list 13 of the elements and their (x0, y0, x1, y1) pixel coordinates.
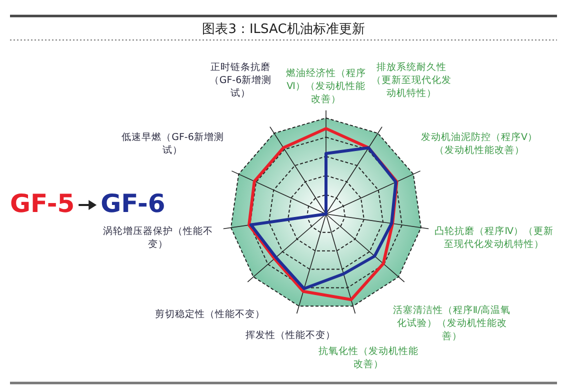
spoke-label: 燃油经济性（程序Ⅵ）（发动机性能改善） (285, 67, 367, 106)
spoke-label: 排放系统耐久性（更新至现代化发动机特性） (370, 61, 452, 100)
spoke-label: 正时链条抗磨（GF-6新增测试） (208, 61, 273, 100)
title: 图表3：ILSAC机油标准更新 (202, 22, 365, 37)
spoke-label: 发动机油泥防控（程序Ⅴ）（发动机性能改善） (420, 131, 538, 157)
spoke-label: 挥发性（性能不变） (245, 328, 336, 342)
spoke-label: 凸轮抗磨（程序Ⅳ）（更新至现代化发动机特性） (434, 225, 554, 252)
spoke-label: 剪切稳定性（性能不变） (155, 308, 266, 321)
spoke-label: 低速早燃（GF-6新增测试） (120, 131, 225, 157)
spoke-label: 抗氧化性（发动机性能改善） (318, 345, 418, 372)
spoke-label: 活塞清洁性（程序Ⅱ/高温氧化试验）（发动机性能改善） (392, 304, 512, 342)
legend: GF-5 GF-6 (10, 189, 166, 218)
spoke-label: 涡轮增压器保护（性能不变） (102, 225, 214, 252)
